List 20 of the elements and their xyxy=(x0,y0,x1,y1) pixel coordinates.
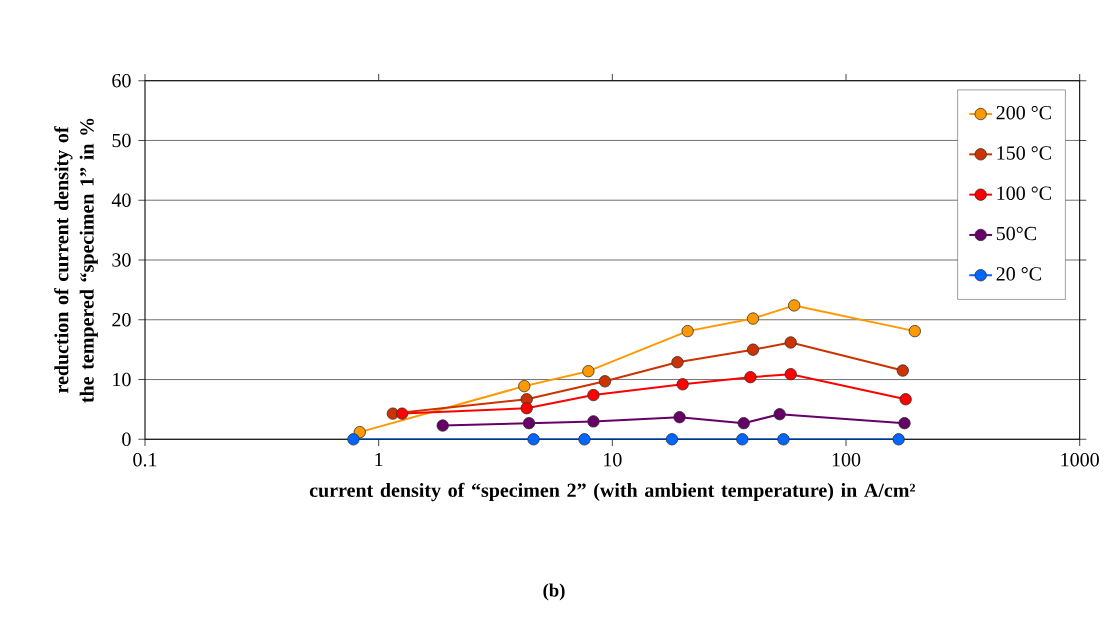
x-tick-label: 100 xyxy=(832,452,861,467)
y-tick-label: 0 xyxy=(122,432,131,446)
x-axis-title: current density of “specimen 2” (with ambient temperature) in A/cm² xyxy=(309,482,915,501)
legend-label: 150 °C xyxy=(997,146,1051,160)
text: (b) xyxy=(543,583,565,601)
y-tick-label: 30 xyxy=(112,253,131,267)
legend-label: 200 °C xyxy=(996,105,1051,120)
x-tick-label: 1000 xyxy=(1061,452,1099,467)
y-tick-label: 60 xyxy=(112,73,131,88)
y-axis-title: reduction of current density of the tempered “specimen 1” in % xyxy=(54,118,98,403)
legend-label: 20 °C xyxy=(996,266,1041,281)
legend-label: 100 °C xyxy=(997,186,1051,200)
x-tick-label: 0.1 xyxy=(133,452,157,467)
x-tick-label: 10 xyxy=(604,452,622,467)
legend-label: 50°C xyxy=(996,226,1036,241)
x-tick-label: 1 xyxy=(375,452,383,466)
y-tick-label: 40 xyxy=(111,193,131,207)
y-tick-label: 10 xyxy=(113,372,131,387)
y-tick-label: 50 xyxy=(112,133,131,148)
y-tick-label: 20 xyxy=(112,312,131,327)
